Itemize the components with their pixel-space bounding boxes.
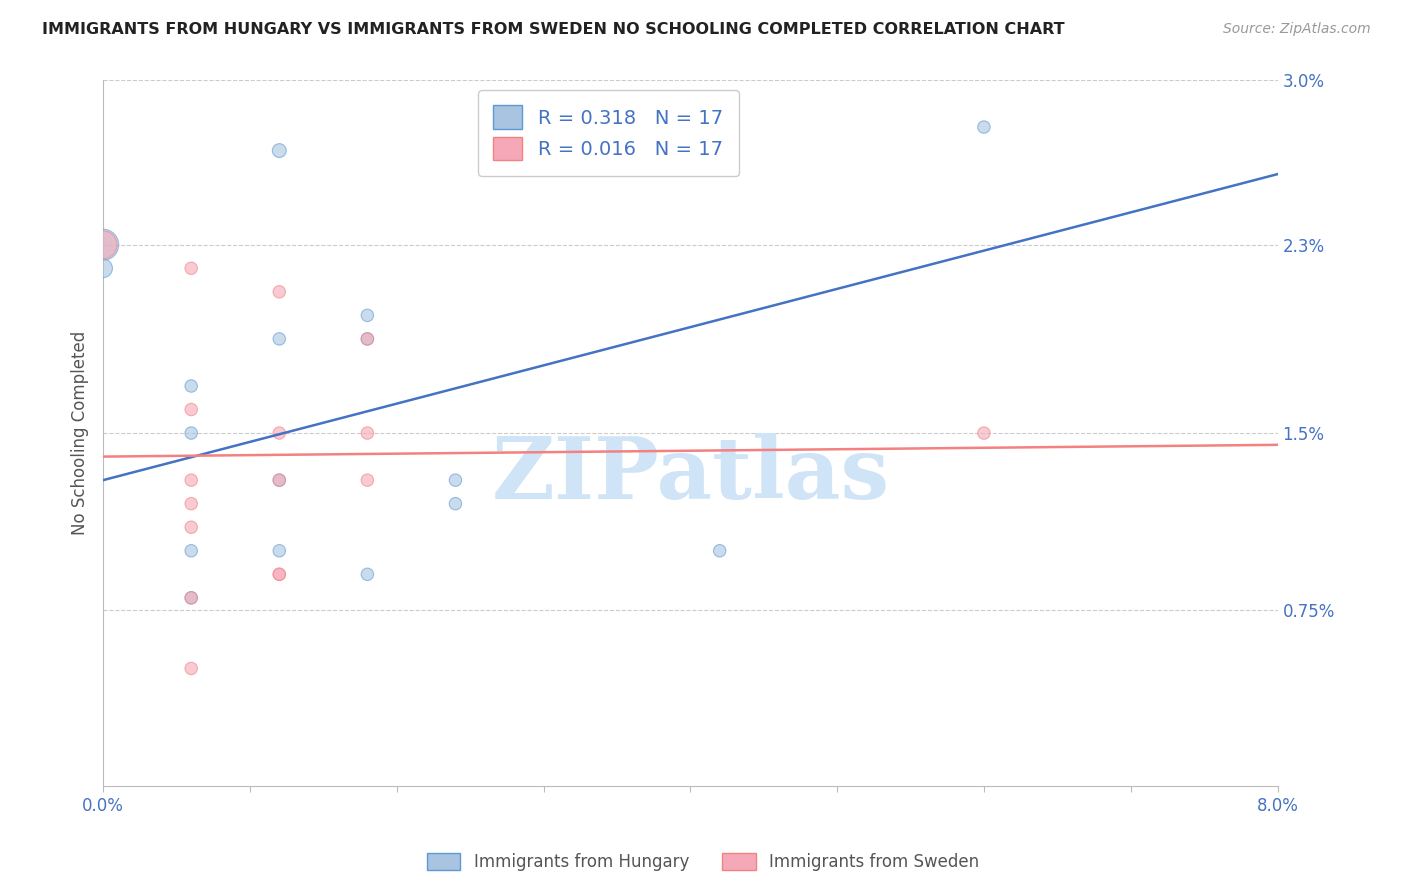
Point bbox=[269, 285, 291, 299]
Point bbox=[269, 567, 291, 582]
Point bbox=[444, 473, 467, 487]
Text: IMMIGRANTS FROM HUNGARY VS IMMIGRANTS FROM SWEDEN NO SCHOOLING COMPLETED CORRELA: IMMIGRANTS FROM HUNGARY VS IMMIGRANTS FR… bbox=[42, 22, 1064, 37]
Point bbox=[180, 543, 202, 558]
Text: Source: ZipAtlas.com: Source: ZipAtlas.com bbox=[1223, 22, 1371, 37]
Point bbox=[180, 261, 202, 276]
Point bbox=[444, 497, 467, 511]
Point bbox=[180, 591, 202, 605]
Point bbox=[269, 144, 291, 158]
Point bbox=[91, 237, 114, 252]
Point bbox=[180, 379, 202, 393]
Point bbox=[973, 425, 995, 440]
Point bbox=[91, 261, 114, 276]
Point bbox=[356, 332, 378, 346]
Point bbox=[180, 425, 202, 440]
Point bbox=[180, 661, 202, 675]
Text: ZIPatlas: ZIPatlas bbox=[491, 434, 890, 517]
Point bbox=[180, 497, 202, 511]
Legend: R = 0.318   N = 17, R = 0.016   N = 17: R = 0.318 N = 17, R = 0.016 N = 17 bbox=[478, 90, 738, 176]
Point bbox=[269, 567, 291, 582]
Point bbox=[180, 591, 202, 605]
Point bbox=[269, 425, 291, 440]
Point bbox=[180, 402, 202, 417]
Point bbox=[356, 473, 378, 487]
Point bbox=[356, 425, 378, 440]
Point bbox=[356, 309, 378, 323]
Point bbox=[180, 520, 202, 534]
Point bbox=[709, 543, 731, 558]
Point bbox=[269, 473, 291, 487]
Point bbox=[269, 543, 291, 558]
Point bbox=[356, 332, 378, 346]
Legend: Immigrants from Hungary, Immigrants from Sweden: Immigrants from Hungary, Immigrants from… bbox=[419, 845, 987, 880]
Point bbox=[91, 237, 114, 252]
Point bbox=[269, 473, 291, 487]
Y-axis label: No Schooling Completed: No Schooling Completed bbox=[72, 331, 89, 535]
Point bbox=[356, 567, 378, 582]
Point bbox=[973, 120, 995, 134]
Point bbox=[180, 473, 202, 487]
Point bbox=[269, 332, 291, 346]
